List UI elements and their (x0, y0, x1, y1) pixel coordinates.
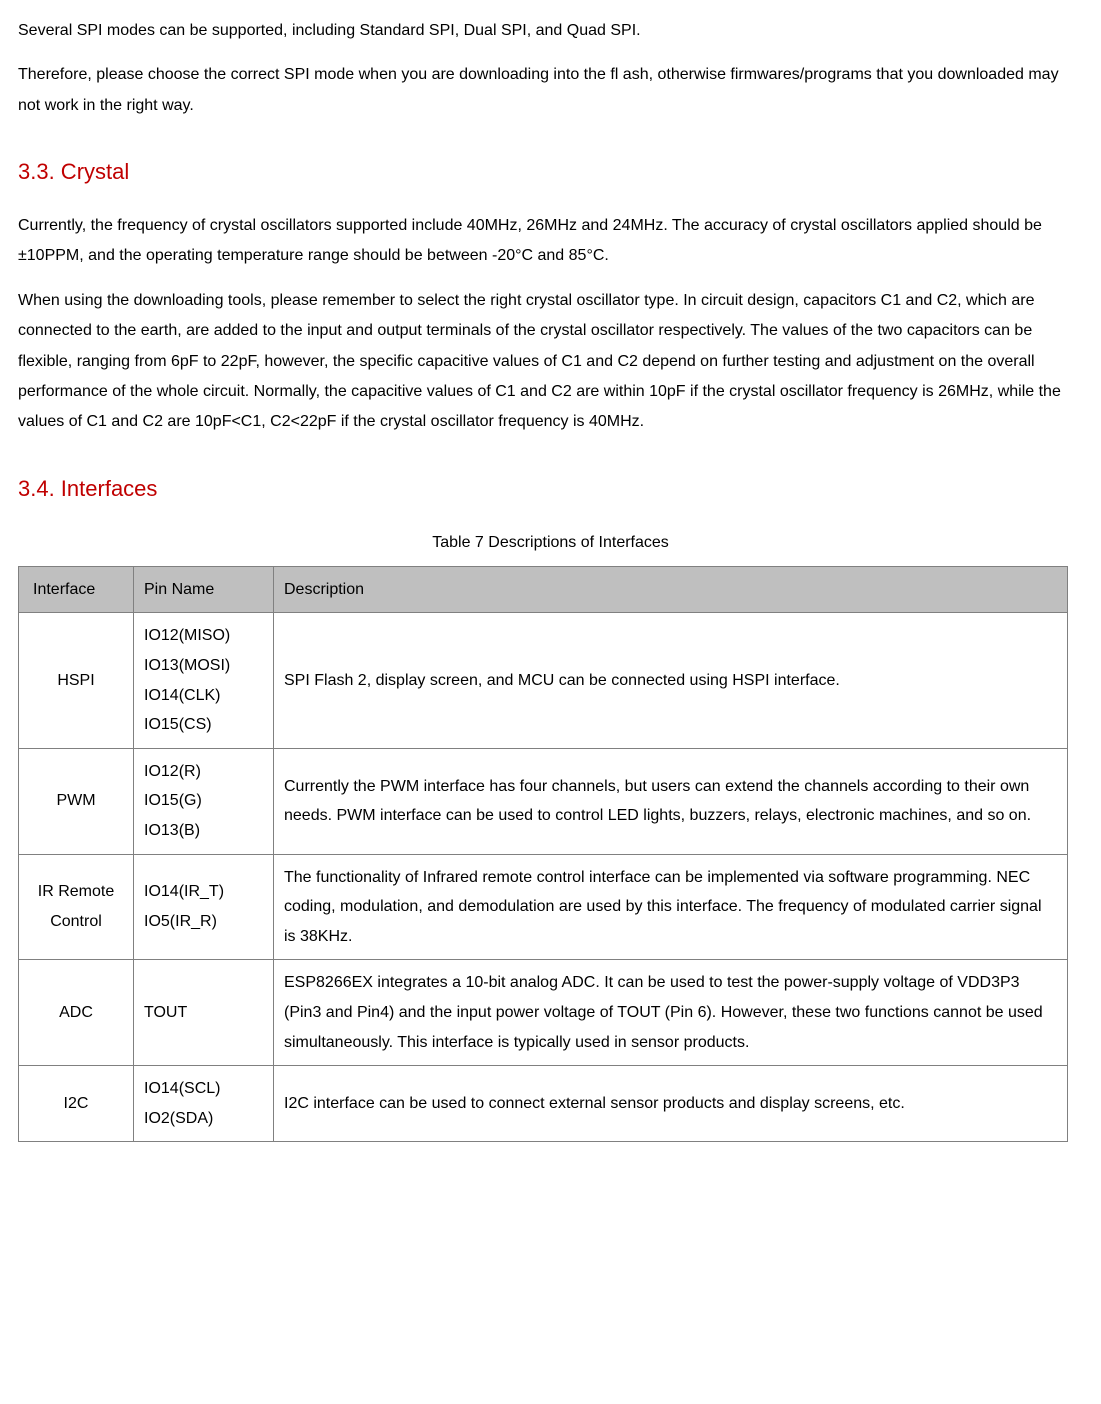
col-header-pinname: Pin Name (134, 566, 274, 613)
cell-pinname: IO14(SCL)IO2(SDA) (134, 1066, 274, 1142)
table-row: I2CIO14(SCL)IO2(SDA)I2C interface can be… (19, 1066, 1068, 1142)
cell-pinname: IO14(IR_T)IO5(IR_R) (134, 854, 274, 960)
table-row: IR Remote ControlIO14(IR_T)IO5(IR_R)The … (19, 854, 1068, 960)
table-row: PWMIO12(R)IO15(G)IO13(B)Currently the PW… (19, 748, 1068, 854)
cell-description: I2C interface can be used to connect ext… (274, 1066, 1068, 1142)
col-header-description: Description (274, 566, 1068, 613)
cell-interface: HSPI (19, 613, 134, 748)
col-header-interface: Interface (19, 566, 134, 613)
cell-description: The functionality of Infrared remote con… (274, 854, 1068, 960)
body-text: Several SPI modes can be supported, incl… (18, 16, 1083, 46)
cell-description: SPI Flash 2, display screen, and MCU can… (274, 613, 1068, 748)
cell-interface: ADC (19, 960, 134, 1066)
cell-description: ESP8266EX integrates a 10-bit analog ADC… (274, 960, 1068, 1066)
interfaces-table: Interface Pin Name Description HSPIIO12(… (18, 566, 1068, 1143)
cell-pinname: TOUT (134, 960, 274, 1066)
cell-interface: IR Remote Control (19, 854, 134, 960)
body-text: Currently, the frequency of crystal osci… (18, 211, 1083, 272)
body-text: Therefore, please choose the correct SPI… (18, 60, 1083, 121)
cell-pinname: IO12(MISO)IO13(MOSI)IO14(CLK)IO15(CS) (134, 613, 274, 748)
cell-description: Currently the PWM interface has four cha… (274, 748, 1068, 854)
table-row: ADCTOUTESP8266EX integrates a 10-bit ana… (19, 960, 1068, 1066)
section-heading-interfaces: 3.4. Interfaces (18, 468, 1083, 510)
cell-interface: PWM (19, 748, 134, 854)
cell-interface: I2C (19, 1066, 134, 1142)
body-text: When using the downloading tools, please… (18, 286, 1083, 438)
table-row: HSPIIO12(MISO)IO13(MOSI)IO14(CLK)IO15(CS… (19, 613, 1068, 748)
cell-pinname: IO12(R)IO15(G)IO13(B) (134, 748, 274, 854)
table-caption: Table 7 Descriptions of Interfaces (18, 528, 1083, 558)
interfaces-table-body: HSPIIO12(MISO)IO13(MOSI)IO14(CLK)IO15(CS… (19, 613, 1068, 1142)
section-heading-crystal: 3.3. Crystal (18, 151, 1083, 193)
table-header-row: Interface Pin Name Description (19, 566, 1068, 613)
